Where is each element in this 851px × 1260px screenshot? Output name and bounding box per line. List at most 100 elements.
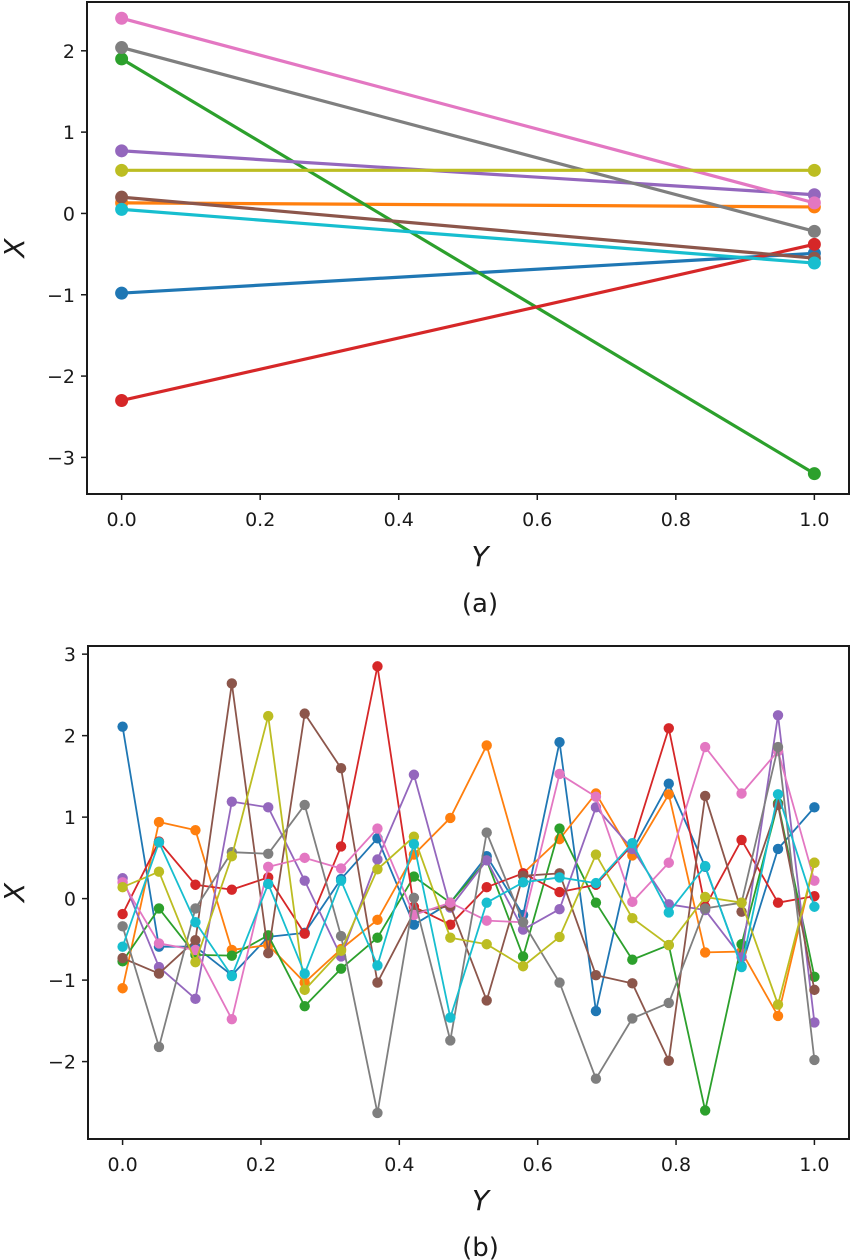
x-tick-label: 0.2 [245,509,275,531]
data-point [772,843,784,855]
data-point [190,934,201,946]
x-tick-label: 0.6 [522,509,552,531]
data-point [517,951,529,962]
series-line [121,714,816,1023]
data-point [299,1000,310,1012]
data-point [115,41,129,55]
data-point [335,875,347,886]
series-3 [117,661,820,939]
x-tick-label: 0.8 [661,1154,691,1176]
data-point [699,903,711,914]
data-point [807,163,821,177]
data-point [590,1073,602,1084]
x-tick-label: 1.0 [799,509,829,531]
series-9 [115,202,821,270]
panel-a: 0.0 0.2 0.4 0.6 0.8 1.0 −3 −2 −1 0 1 2 Y X (a) [0,1,850,619]
data-point [445,897,456,908]
data-point [226,678,238,689]
data-point [772,897,784,908]
data-point [115,144,129,158]
caption-b: (b) [462,1233,499,1260]
data-point [590,877,602,889]
x-tick-label: 0.2 [246,1154,276,1176]
data-point [807,256,821,270]
data-point [590,1005,602,1017]
data-point [299,799,310,811]
data-point [809,1017,820,1028]
series-8 [115,163,821,177]
series-0 [117,721,820,1017]
series-line [120,57,816,476]
data-point [335,863,347,874]
data-point [263,802,274,813]
data-point [809,901,820,912]
series-line [121,726,816,1012]
data-point [663,857,674,868]
data-point [115,52,129,66]
plot-area-a [86,1,850,495]
series-line [121,45,815,233]
data-point [190,956,201,968]
x-tick-label: 0.8 [661,509,691,531]
data-point [153,816,165,828]
data-point [117,921,128,932]
data-point [226,884,238,895]
caption-a: (a) [462,589,498,619]
data-point [226,1014,238,1025]
data-point [554,977,565,988]
series-line [121,16,815,205]
data-point [663,907,674,918]
series-line [121,207,815,265]
series-lines-a [115,11,821,481]
data-point [517,961,529,972]
y-tick-label: −1 [47,285,75,307]
x-tick-label: 0.0 [107,509,137,531]
x-ticks-b: 0.0 0.2 0.4 0.6 0.8 1.0 [107,1139,830,1176]
x-axis-label-a: Y [471,540,490,573]
data-point [190,824,201,836]
data-point [809,984,820,996]
data-point [445,932,456,943]
data-point [408,892,420,903]
series-line [121,802,816,1112]
series-line [121,746,816,1114]
series-3 [115,237,821,407]
y-tick-label: −2 [48,1052,76,1074]
data-point [115,163,129,177]
data-point [736,897,747,908]
data-point [772,999,784,1010]
data-point [663,939,674,951]
data-point [115,11,129,25]
y-tick-label: 0 [64,889,76,911]
data-point [372,661,383,672]
data-point [699,1105,711,1116]
series-2 [117,798,820,1116]
data-point [117,908,128,920]
series-5 [115,190,821,265]
plot-area-b [87,645,850,1140]
data-point [663,778,674,789]
data-point [372,864,383,875]
series-line [121,242,815,403]
y-axis-label-b: X [0,882,31,904]
panel-b: 0.0 0.2 0.4 0.6 0.8 1.0 −2 −1 0 1 2 3 Y X (b) [0,644,850,1260]
data-point [517,917,529,928]
data-point [554,904,565,915]
data-point [372,932,383,943]
data-point [408,871,420,882]
data-point [590,897,602,908]
data-point [445,1012,456,1023]
data-point [335,763,347,774]
data-point [663,997,674,1009]
data-point [554,823,565,834]
data-point [772,710,784,721]
data-point [115,190,129,204]
x-ticks-a: 0.0 0.2 0.4 0.6 0.8 1.0 [107,494,829,531]
data-point [699,741,711,753]
data-point [115,202,129,216]
series-line [121,149,815,197]
series-line [121,251,815,295]
data-point [807,196,821,210]
data-point [445,812,456,824]
data-point [335,841,347,852]
